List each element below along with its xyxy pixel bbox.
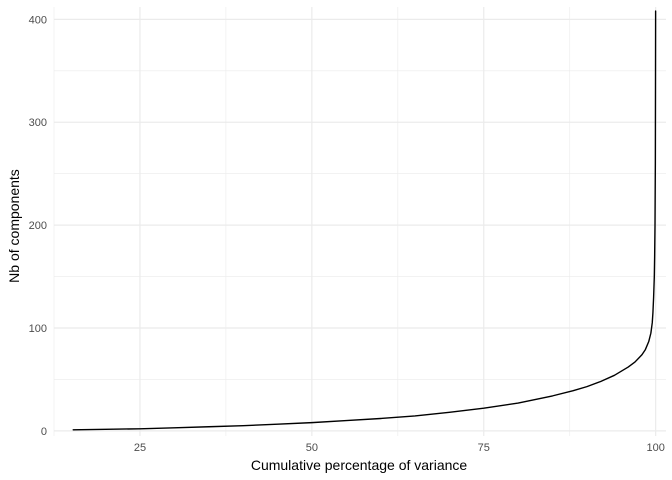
y-tick-label: 200 [29,220,47,232]
x-tick-label: 25 [134,442,146,454]
y-tick-label: 400 [29,14,47,26]
x-tick-label: 100 [647,442,665,454]
y-axis-tick-labels: 0 100 200 300 400 [29,14,47,438]
series-layer [72,10,657,431]
y-tick-label: 300 [29,117,47,129]
y-tick-label: 0 [41,426,47,438]
x-tick-label: 50 [306,442,318,454]
x-axis-tick-labels: 25 50 75 100 [134,442,665,454]
x-axis-title: Cumulative percentage of variance [251,457,468,473]
series-line-1 [72,10,657,431]
y-axis-title: Nb of components [6,169,22,283]
y-tick-label: 100 [29,323,47,335]
minor-gridlines [53,7,666,436]
x-tick-label: 75 [478,442,490,454]
